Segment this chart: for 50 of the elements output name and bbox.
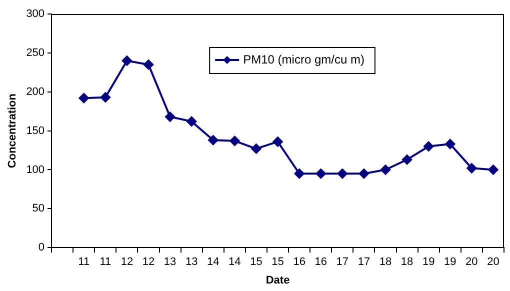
x-tick-label: 18	[400, 256, 414, 268]
point	[100, 92, 110, 102]
y-tick-label: 300	[26, 8, 45, 20]
point	[251, 144, 262, 154]
point	[165, 112, 176, 122]
point	[358, 168, 369, 179]
x-tick-label: 15	[272, 256, 284, 268]
x-tick-label: 20	[487, 256, 500, 268]
point	[208, 135, 218, 146]
x-tick-label: 19	[444, 256, 456, 268]
point	[466, 163, 477, 174]
x-tick-label: 19	[422, 256, 435, 268]
y-tick-label: 200	[26, 86, 45, 98]
point	[122, 56, 132, 66]
x-tick-label: 16	[314, 256, 327, 268]
x-tick-label: 17	[336, 256, 349, 268]
x-tick-label: 11	[78, 256, 90, 268]
legend-label: PM10 (micro gm/cu m)	[243, 52, 364, 66]
x-axis-title: Date	[266, 274, 290, 286]
point	[186, 116, 197, 126]
point	[78, 93, 89, 104]
point	[488, 164, 498, 175]
x-tick-label: 20	[466, 256, 478, 268]
y-tick-label: 0	[38, 242, 45, 254]
x-tick-label: 12	[142, 256, 155, 268]
point	[144, 60, 154, 70]
y-tick-label: 100	[26, 164, 45, 176]
point	[380, 164, 390, 175]
x-tick-label: 14	[228, 256, 241, 268]
x-tick-label: 16	[293, 256, 306, 268]
point	[337, 168, 348, 179]
y-tick-label: 250	[26, 46, 45, 59]
x-tick-label: 14	[207, 256, 220, 268]
point	[402, 154, 412, 165]
point	[316, 168, 326, 179]
x-tick-label: 13	[164, 256, 176, 268]
y-tick-label: 50	[32, 202, 45, 215]
x-tick-label: 11	[100, 256, 112, 268]
point	[230, 136, 240, 146]
y-axis-title: Concentration	[6, 93, 19, 168]
x-tick-label: 15	[250, 256, 262, 268]
point	[294, 168, 304, 179]
y-tick-label: 150	[26, 124, 45, 137]
point	[445, 139, 456, 150]
x-tick-label: 12	[120, 256, 134, 268]
point	[424, 141, 434, 152]
x-tick-label: 17	[358, 256, 370, 268]
x-tick-label: 13	[185, 256, 198, 268]
point	[272, 136, 283, 147]
x-tick-label: 18	[379, 256, 392, 268]
